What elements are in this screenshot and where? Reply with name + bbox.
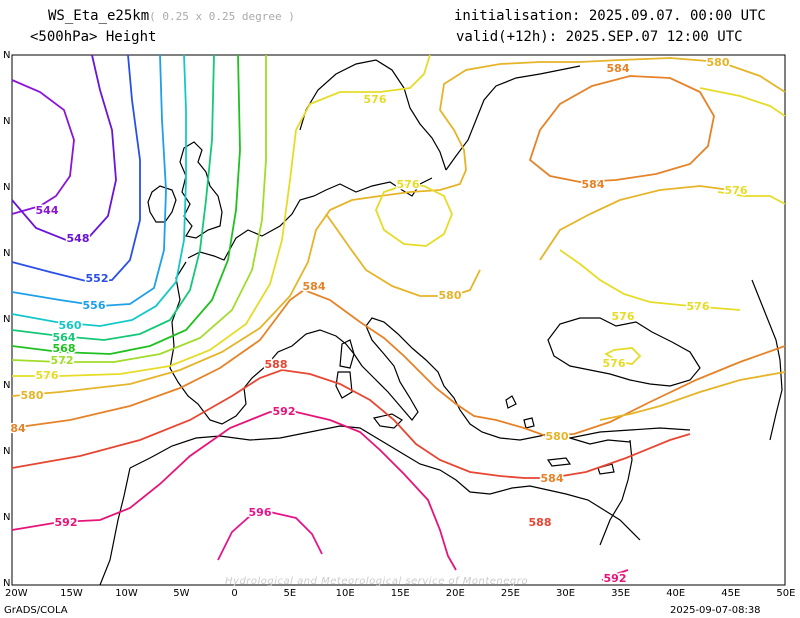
contour-label: 576	[603, 357, 626, 370]
contour-552	[11, 54, 141, 283]
lon-tick-label: 40E	[666, 588, 686, 599]
init-time: initialisation: 2025.09.07. 00:00 UTC	[454, 8, 766, 24]
run-timestamp: 2025-09-07-08:38	[670, 605, 761, 616]
contour-label: 588	[529, 516, 552, 529]
lon-tick-label: 10W	[115, 588, 138, 599]
contour-label: 576	[36, 369, 59, 382]
contour-label: 568	[53, 342, 76, 355]
lon-tick-label: 20E	[445, 588, 465, 599]
contour-584	[11, 288, 786, 437]
contour-label: 552	[86, 272, 109, 285]
lon-tick-label: 10E	[335, 588, 355, 599]
lon-tick-label: 5E	[283, 588, 297, 599]
contour-label: 584	[582, 178, 605, 191]
contour-584	[528, 75, 715, 183]
contour-576	[604, 347, 642, 365]
lon-tick-label: 25E	[500, 588, 520, 599]
contour-580	[325, 213, 481, 297]
contour-544	[11, 79, 75, 215]
contour-label: 84	[10, 422, 26, 435]
contour-576	[559, 249, 741, 311]
contour-label: 556	[83, 299, 106, 312]
contour-576	[12, 54, 431, 377]
contour-580	[539, 185, 731, 261]
contour-572	[11, 55, 267, 363]
contour-548	[11, 54, 117, 241]
lat-tick-label: N	[3, 380, 11, 391]
lat-tick-label: N	[3, 314, 11, 325]
contour-576	[717, 191, 786, 205]
contour-580	[599, 371, 786, 421]
lon-tick-label: 50E	[776, 588, 796, 599]
contour-label: 580	[21, 389, 44, 402]
contour-label: 592	[55, 516, 78, 529]
contour-label: 576	[725, 184, 748, 197]
map-frame	[11, 54, 786, 586]
lat-tick-label: N	[3, 50, 11, 61]
contour-596	[217, 511, 323, 561]
software-credit: GrADS/COLA	[4, 605, 68, 616]
contour-label: 572	[51, 354, 74, 367]
contour-560	[11, 54, 187, 327]
contour-label: 592	[604, 572, 627, 585]
contour-label: 576	[364, 93, 387, 106]
lon-tick-label: 5W	[173, 588, 190, 599]
lon-tick-label: 15E	[390, 588, 410, 599]
contour-label: 596	[249, 506, 272, 519]
lat-tick-label: N	[3, 512, 11, 523]
lon-tick-label: 35E	[611, 588, 631, 599]
lat-tick-label: N	[3, 182, 11, 193]
contour-label: 576	[397, 178, 420, 191]
coastlines	[99, 59, 783, 586]
contour-label: 584	[541, 472, 564, 485]
lat-tick-label: N	[3, 248, 11, 259]
contour-label: 580	[546, 430, 569, 443]
lon-tick-label: 30E	[556, 588, 576, 599]
resolution-note: ( 0.25 x 0.25 degree )	[149, 10, 295, 23]
contour-label: 584	[303, 280, 326, 293]
lon-tick-label: 0	[231, 588, 238, 599]
lon-tick-label: 20W	[5, 588, 28, 599]
contour-label: 576	[687, 300, 710, 313]
contour-564	[11, 54, 215, 341]
lat-tick-label: N	[3, 578, 11, 589]
contour-label: 576	[612, 310, 635, 323]
lat-tick-label: N	[3, 446, 11, 457]
contour-580	[11, 57, 786, 397]
contour-label: 548	[67, 232, 90, 245]
model-title: WS_Eta_e25km( 0.25 x 0.25 degree )	[48, 8, 295, 24]
contour-592	[601, 569, 629, 581]
contour-label: 588	[265, 358, 288, 371]
contour-label: 580	[707, 56, 730, 69]
contour-label: 584	[607, 62, 630, 75]
contour-label: 592	[273, 405, 296, 418]
lon-tick-label: 45E	[721, 588, 741, 599]
contour-label: 564	[53, 331, 76, 344]
contour-label: 560	[59, 319, 82, 332]
contour-576	[375, 183, 453, 247]
contour-588	[11, 369, 691, 479]
contour-label: 580	[439, 289, 462, 302]
valid-time: valid(+12h): 2025.SEP.07 12:00 UTC	[456, 29, 743, 45]
field-title: <500hPa> Height	[30, 29, 157, 45]
contour-568	[11, 54, 241, 355]
contour-label: 544	[36, 204, 59, 217]
watermark: Hydrological and Meteorological service …	[225, 576, 528, 587]
contour-592	[11, 411, 457, 571]
model-name: WS_Eta_e25km	[48, 8, 150, 24]
contour-576	[699, 87, 786, 117]
lon-tick-label: 15W	[60, 588, 83, 599]
contour-556	[11, 54, 167, 307]
lat-tick-label: N	[3, 116, 11, 127]
